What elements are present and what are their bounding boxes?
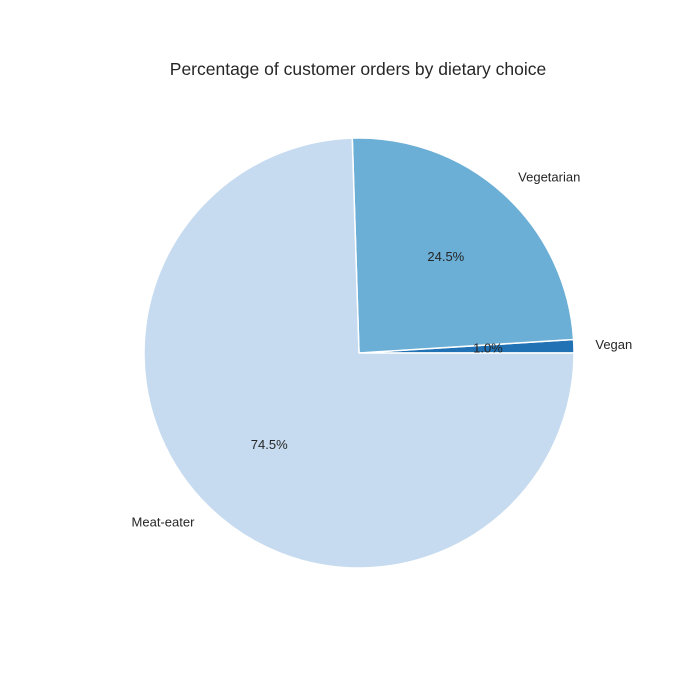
pie-slice-vegetarian [351,137,575,354]
slice-label-vegan: Vegan [595,337,632,352]
pie-slice-meat-eater [143,137,575,569]
pct-label-vegetarian: 24.5% [427,249,464,264]
slice-label-meat-eater: Meat-eater [132,514,196,529]
pct-label-meat-eater: 74.5% [251,437,288,452]
slice-label-vegetarian: Vegetarian [518,170,580,185]
chart-title: Percentage of customer orders by dietary… [169,59,547,79]
pct-label-vegan: 1.0% [473,340,503,355]
